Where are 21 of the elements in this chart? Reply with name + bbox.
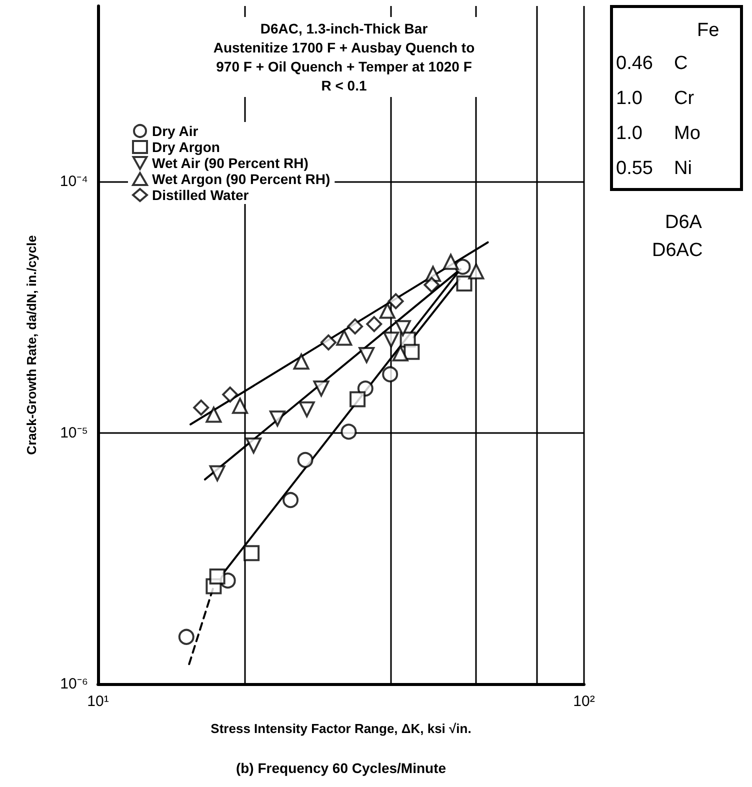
y-tick-label: 10⁻⁵ [60,424,88,442]
text: 1.0 Cr [616,88,694,109]
x-axis-title: Stress Intensity Factor Range, ΔK, ksi √in. [210,721,472,736]
x-tick-label: 10² [573,693,595,710]
legend-label: Dry Argon [152,139,220,155]
y-tick-label: 10⁻⁶ [60,676,88,692]
y-axis-title: Crack-Growth Rate, da/dN, in./cycle [24,235,39,455]
text: (b) Frequency 60 Cycles/Minute [234,760,448,776]
text: 0.55 Ni [616,158,692,180]
text: D6AC, 1.3-inch-Thick Bar Austenitize 1700 F + Ausbay Quench to 970 F + Oil Quench + Temper at 1020 F R < 0.1 [213,20,475,94]
legend-label: Distilled Water [152,187,250,203]
legend-label: Wet Argon (90 Percent RH) [152,171,330,187]
y-tick-label: 10⁻⁴ [60,173,88,190]
text: D6A [665,212,702,234]
text: Fe [697,20,720,42]
text: 1.0 Mo [616,123,700,144]
text: D6AC [652,240,703,262]
legend-label: Wet Air (90 Percent RH) [152,155,308,171]
text: 0.46 C [616,53,688,75]
x-tick-label: 10¹ [87,693,109,710]
legend-label: Dry Air [152,123,199,139]
